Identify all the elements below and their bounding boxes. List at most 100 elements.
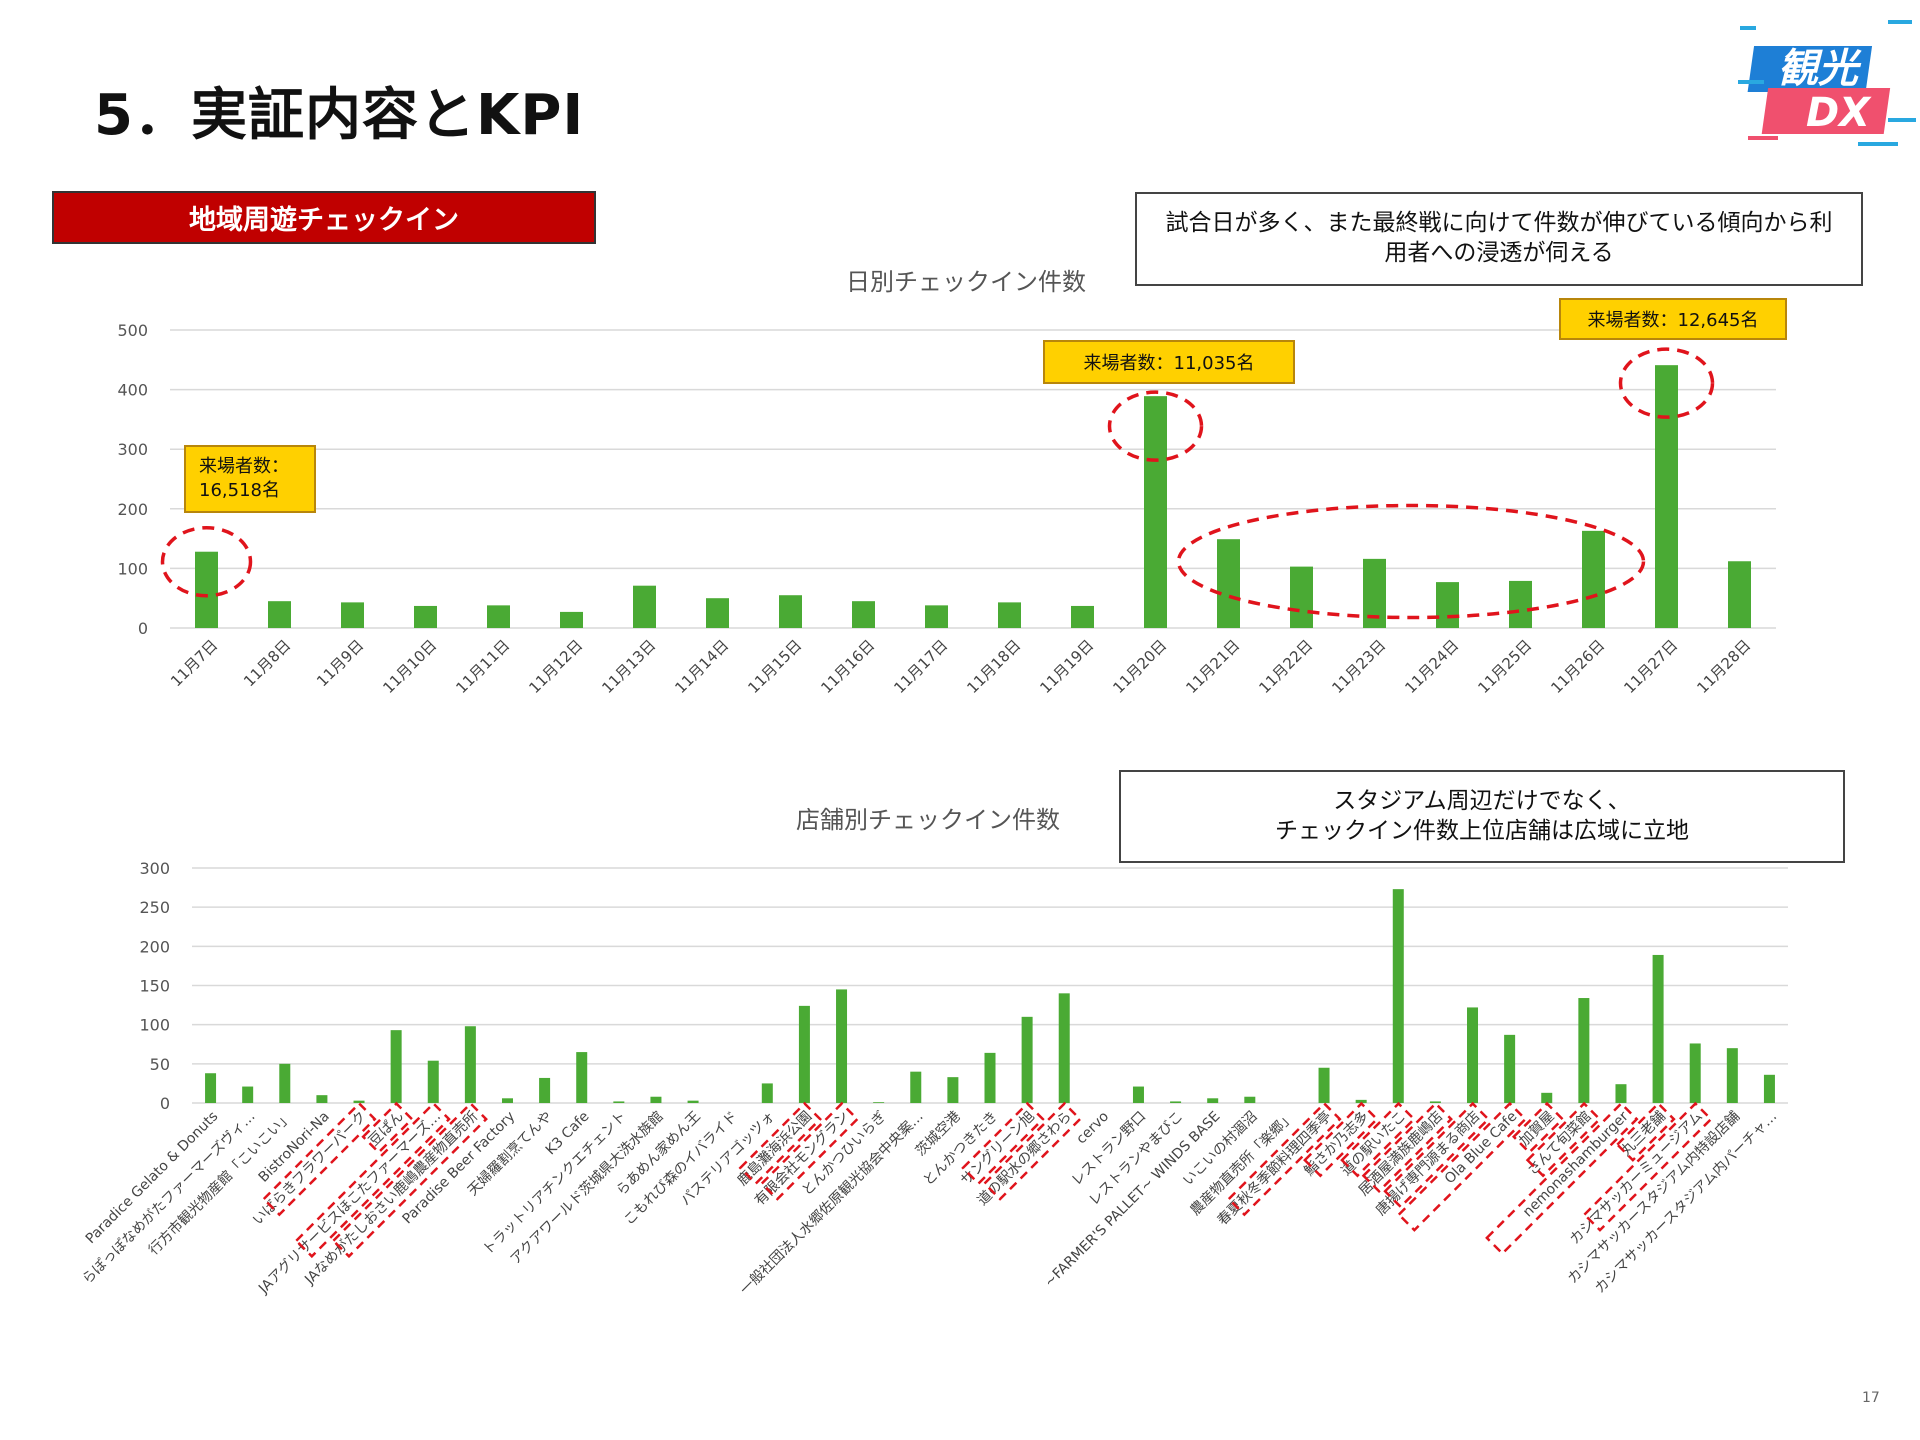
store-label-highlight xyxy=(1582,1101,1713,1232)
daily-y-tick-label: 500 xyxy=(117,321,148,340)
store-bar-3 xyxy=(279,1063,291,1103)
daily-y-tick-label: 200 xyxy=(117,500,148,519)
daily-callout-text: 試合日が多く、また最終戦に向けて件数が伸びている傾向から利用者への浸透が伺える xyxy=(1165,210,1833,266)
store-bar-7 xyxy=(427,1060,439,1103)
store-bar-17 xyxy=(798,1005,810,1103)
store-x-tick-label: らぽっぽなめがたファーマーズヴィ… xyxy=(79,1108,259,1288)
kanko-dx-logo: 観光 DX xyxy=(1738,20,1916,146)
store-y-tick-label: 150 xyxy=(139,977,170,996)
store-x-tick-label: さんて旬菜館 xyxy=(1524,1108,1595,1179)
store-bar-13 xyxy=(650,1096,662,1103)
store-bar-16 xyxy=(761,1083,773,1103)
daily-y-tick-label: 300 xyxy=(117,440,148,459)
store-bar-31 xyxy=(1318,1067,1330,1103)
logo-text-bottom: DX xyxy=(1806,90,1872,136)
store-bar-32 xyxy=(1355,1099,1367,1103)
daily-bar-3 xyxy=(341,602,364,628)
store-label-highlight xyxy=(262,1101,377,1217)
store-y-tick-label: 0 xyxy=(160,1094,170,1113)
store-label-highlight xyxy=(1525,1101,1602,1178)
store-label-highlight xyxy=(1227,1101,1342,1217)
store-bar-37 xyxy=(1541,1092,1553,1103)
store-label-highlight xyxy=(294,1101,451,1259)
store-bar-42 xyxy=(1726,1048,1738,1103)
store-bar-40 xyxy=(1652,954,1664,1103)
store-bar-27 xyxy=(1170,1101,1182,1103)
highlight-circle-nov20 xyxy=(1107,390,1204,462)
store-bar-28 xyxy=(1207,1098,1219,1103)
annotation-nov27-visitors: 来場者数：12,645名 xyxy=(1559,298,1787,340)
page-title: 5．実証内容とKPI xyxy=(94,83,585,148)
store-bar-9 xyxy=(501,1098,513,1103)
annotation-nov7-visitors: 来場者数： 16,518名 xyxy=(184,445,316,513)
store-y-tick-label: 50 xyxy=(150,1055,170,1074)
daily-bar-1 xyxy=(195,551,218,628)
annotation-nov20-visitors-text: 来場者数：11,035名 xyxy=(1084,353,1255,374)
store-x-tick-label: Paradice Gelato & Donuts xyxy=(83,1109,222,1248)
store-label-highlight xyxy=(1511,1101,1565,1155)
store-bar-8 xyxy=(464,1026,476,1103)
daily-bar-20 xyxy=(1582,530,1605,628)
highlight-circle-nov7 xyxy=(160,525,253,598)
store-x-tick-label: カシマサッカースタジアム内特設店舗 xyxy=(1565,1109,1743,1287)
daily-y-tick-label: 0 xyxy=(138,619,148,638)
daily-bar-7 xyxy=(633,585,656,628)
daily-bar-15 xyxy=(1217,539,1240,628)
store-bar-43 xyxy=(1763,1074,1775,1103)
store-bar-22 xyxy=(984,1052,996,1103)
logo-text-top: 観光 xyxy=(1778,46,1862,92)
store-bar-38 xyxy=(1578,998,1590,1103)
store-bar-19 xyxy=(873,1102,885,1103)
daily-bar-10 xyxy=(852,601,875,628)
daily-bar-11 xyxy=(925,605,948,628)
store-label-highlight xyxy=(1615,1101,1676,1162)
store-label-highlight xyxy=(1485,1101,1639,1256)
store-chart-title: 店舗別チェックイン件数 xyxy=(796,806,1060,834)
highlight-circle-nov27 xyxy=(1618,347,1715,419)
daily-y-tick-label: 100 xyxy=(117,559,148,578)
annotation-nov7-visitors-text: 来場者数： xyxy=(199,456,289,477)
daily-bar-12 xyxy=(998,602,1021,628)
store-label-highlight xyxy=(361,1101,414,1155)
store-bar-4 xyxy=(316,1095,328,1103)
annotation-nov20-visitors: 来場者数：11,035名 xyxy=(1043,340,1295,384)
store-bar-35 xyxy=(1467,1007,1479,1103)
daily-bar-21 xyxy=(1655,365,1678,628)
store-bar-20 xyxy=(910,1071,922,1103)
store-bar-33 xyxy=(1392,889,1404,1103)
daily-bar-6 xyxy=(560,611,583,628)
store-bar-14 xyxy=(687,1100,699,1103)
store-label-highlight xyxy=(1397,1101,1528,1232)
store-x-tick-label: 行方市観光物産館「こいこい」 xyxy=(145,1108,296,1259)
store-y-tick-label: 250 xyxy=(139,898,170,917)
store-callout-line2: チェックイン件数上位店舗は広域に立地 xyxy=(1275,817,1689,844)
store-bar-12 xyxy=(613,1101,625,1103)
daily-bar-4 xyxy=(414,605,437,628)
store-bar-2 xyxy=(242,1086,254,1103)
daily-bar-9 xyxy=(779,595,802,628)
daily-chart-title: 日別チェックイン件数 xyxy=(846,268,1086,296)
daily-bar-5 xyxy=(487,605,510,628)
daily-bar-22 xyxy=(1728,561,1751,628)
store-callout-box: スタジアム周辺だけでなく、 チェックイン件数上位店舗は広域に立地 xyxy=(1119,770,1845,863)
daily-y-tick-label: 400 xyxy=(117,381,148,400)
store-label-highlight xyxy=(1361,1101,1453,1194)
store-label-highlight xyxy=(1340,1101,1416,1178)
page-number: 17 xyxy=(1862,1390,1880,1406)
store-label-highlight xyxy=(982,1101,1082,1201)
store-label-highlight xyxy=(1383,1101,1491,1209)
store-y-tick-label: 200 xyxy=(139,937,170,956)
annotation-nov27-visitors-text: 来場者数：12,645名 xyxy=(1588,310,1759,331)
store-bar-11 xyxy=(576,1052,588,1103)
store-label-highlight xyxy=(1303,1101,1379,1178)
store-callout-line1: スタジアム周辺だけでなく、 xyxy=(1333,787,1631,814)
store-bar-5 xyxy=(353,1100,365,1103)
store-bar-41 xyxy=(1689,1043,1701,1103)
daily-callout-box: 試合日が多く、また最終戦に向けて件数が伸びている傾向から利用者への浸透が伺える xyxy=(1135,192,1863,286)
store-bar-24 xyxy=(1058,993,1070,1103)
store-label-highlight xyxy=(760,1101,860,1201)
store-bar-29 xyxy=(1244,1096,1256,1103)
store-bar-36 xyxy=(1504,1034,1516,1103)
